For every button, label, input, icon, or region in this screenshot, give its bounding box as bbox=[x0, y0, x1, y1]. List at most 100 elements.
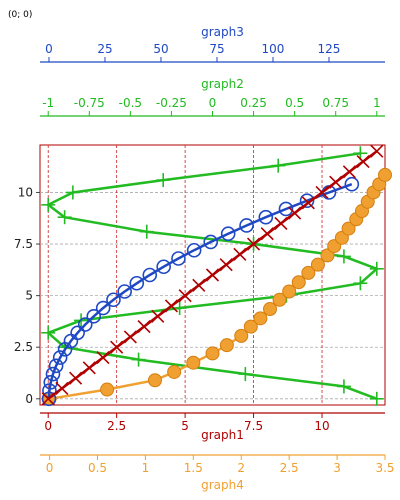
left-axis-tick-label: 10 bbox=[18, 185, 33, 199]
graph4-point bbox=[263, 302, 277, 317]
graph1-point-stroke bbox=[41, 392, 55, 406]
graph1-point bbox=[329, 175, 343, 189]
graph1-point-stroke bbox=[356, 154, 370, 169]
graph3-point bbox=[86, 308, 102, 324]
graph4-point bbox=[310, 257, 325, 272]
graph1-point-stroke bbox=[110, 340, 124, 354]
graph1-point-stroke bbox=[370, 144, 384, 158]
series-layer bbox=[41, 144, 392, 407]
graph1-point bbox=[315, 185, 329, 200]
graph3-point bbox=[142, 267, 158, 283]
graph4-point bbox=[253, 311, 268, 326]
graph3-point bbox=[41, 391, 57, 407]
graph1-point-stroke bbox=[247, 237, 261, 251]
graph1-point-stroke bbox=[219, 258, 233, 272]
graph1-point bbox=[274, 216, 288, 230]
graph2-line bbox=[45, 152, 380, 400]
graph3-point bbox=[239, 218, 254, 233]
graph1-point-stroke bbox=[137, 320, 151, 334]
graph1-point bbox=[219, 258, 233, 272]
graph3-point bbox=[156, 259, 171, 275]
graph4-point bbox=[100, 382, 115, 397]
graph2-point bbox=[131, 352, 146, 367]
graph3-tick-label: 50 bbox=[153, 42, 168, 56]
graph4-tick-label: 1.5 bbox=[184, 461, 203, 475]
graph2-point bbox=[336, 249, 351, 264]
graph3-series bbox=[41, 176, 360, 407]
graph3-point bbox=[48, 358, 64, 374]
graph4-point bbox=[219, 338, 234, 353]
graph3-point bbox=[95, 300, 111, 316]
graph3-tick-label: 0 bbox=[45, 42, 53, 56]
graph4-point bbox=[186, 355, 201, 370]
graph4-tick-label: 3 bbox=[333, 461, 341, 475]
graph1-point-stroke bbox=[55, 381, 69, 396]
graph4-point bbox=[205, 346, 220, 361]
graph2-point bbox=[156, 173, 171, 188]
graph1-point bbox=[55, 381, 69, 396]
graph1-point-stroke bbox=[164, 299, 178, 313]
graph3-point bbox=[299, 193, 315, 209]
graph4-point bbox=[148, 373, 162, 388]
graph1-point-stroke bbox=[205, 268, 220, 282]
left-axis-tick-label: 0 bbox=[25, 392, 33, 406]
graph1-point-stroke bbox=[342, 165, 356, 179]
graph4-tick-label: 2.5 bbox=[280, 461, 299, 475]
graph3-point bbox=[171, 251, 186, 266]
graph3-point bbox=[43, 375, 59, 390]
graph1-point bbox=[288, 206, 302, 220]
graph1-point-stroke bbox=[178, 289, 192, 303]
graph1-point bbox=[342, 165, 356, 179]
graph3-point bbox=[45, 366, 61, 382]
graph4-point bbox=[234, 328, 249, 343]
graph1-point-stroke bbox=[288, 206, 302, 220]
graph1-point bbox=[247, 237, 261, 251]
left-axis-tick-label: 7.5 bbox=[14, 237, 33, 251]
graph1-point bbox=[82, 361, 96, 375]
graph3-point bbox=[344, 176, 360, 192]
graph1-point-stroke bbox=[123, 330, 137, 344]
graph4-point bbox=[243, 319, 258, 334]
graph1-axis-label: graph1 bbox=[201, 428, 244, 442]
graph1-point bbox=[260, 227, 274, 241]
graph3-point bbox=[117, 284, 132, 299]
graph1-tick-label: 0 bbox=[44, 419, 52, 433]
graph1-point bbox=[233, 247, 247, 261]
graph2-tick-label: 0.5 bbox=[285, 96, 304, 110]
graph1-point bbox=[123, 330, 137, 344]
graph1-tick-label: 10 bbox=[314, 419, 329, 433]
graph3-tick-label: 125 bbox=[318, 42, 341, 56]
graph2-point bbox=[369, 261, 384, 276]
graph1-point bbox=[110, 340, 124, 354]
graph3-point bbox=[258, 209, 274, 225]
graph2-point bbox=[57, 210, 72, 225]
graph1-series bbox=[41, 144, 384, 406]
graph1-point-stroke bbox=[260, 227, 274, 241]
graph4-point bbox=[272, 292, 287, 307]
graph4-axis-label: graph4 bbox=[201, 478, 244, 492]
graph3-axis-label: graph3 bbox=[201, 25, 244, 39]
graph2-point bbox=[369, 391, 384, 406]
graph1-point-stroke bbox=[151, 309, 165, 323]
graph2-point bbox=[65, 185, 80, 200]
graph2-axis-label: graph2 bbox=[201, 77, 244, 91]
graph1-point-stroke bbox=[96, 350, 110, 365]
graph3-tick-label: 100 bbox=[262, 42, 285, 56]
graph4-tick-label: 3.5 bbox=[375, 461, 394, 475]
grid-layer bbox=[40, 145, 385, 405]
graph2-point bbox=[172, 301, 187, 316]
plot-frame bbox=[39, 144, 386, 406]
graph4-point bbox=[167, 364, 182, 379]
graph3-point bbox=[106, 292, 121, 308]
graph1-point bbox=[205, 268, 220, 282]
graph3-point bbox=[77, 317, 93, 332]
graph3-point bbox=[203, 234, 219, 250]
graph4-point bbox=[301, 265, 316, 280]
graph1-point-stroke bbox=[315, 185, 329, 200]
graph4-tick-label: 1 bbox=[142, 461, 150, 475]
graph1-tick-label: 5 bbox=[181, 419, 189, 433]
graph2-point bbox=[238, 367, 253, 382]
graph1-point-stroke bbox=[301, 196, 315, 210]
